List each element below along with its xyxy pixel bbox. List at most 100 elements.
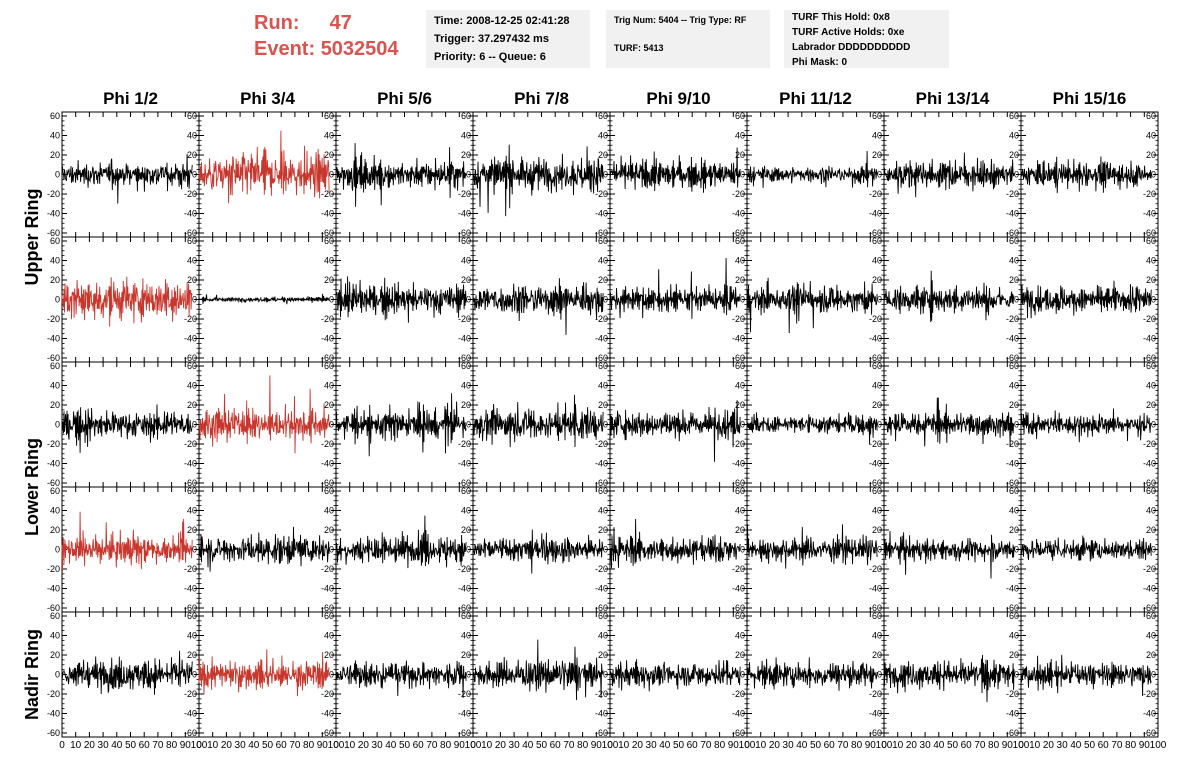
- y-tick-label-right: 40: [461, 381, 471, 391]
- y-tick-label-right: 60: [187, 236, 197, 246]
- y-tick-label-right: 60: [735, 486, 745, 496]
- y-tick-label-left: 60: [50, 486, 60, 496]
- x-tick-label: 100: [328, 740, 345, 751]
- y-tick-label-right: -60: [1143, 603, 1156, 613]
- y-tick-label-right: 60: [1009, 611, 1019, 621]
- y-tick-label-right: 20: [735, 400, 745, 410]
- x-tick-label: 70: [700, 740, 712, 751]
- y-tick-label-right: -20: [1143, 564, 1156, 574]
- y-tick-label-right: 0: [466, 420, 471, 430]
- x-tick-label: 100: [465, 740, 482, 751]
- y-tick-label-right: 0: [603, 420, 608, 430]
- y-tick-label-right: 20: [1146, 150, 1156, 160]
- y-tick-label-left: -20: [47, 189, 60, 199]
- y-tick-label-right: -40: [321, 334, 334, 344]
- y-tick-label-right: -20: [869, 314, 882, 324]
- x-tick-label: 10: [892, 740, 904, 751]
- x-tick-label: 20: [769, 740, 781, 751]
- y-tick-label-right: -60: [1143, 353, 1156, 363]
- y-tick-label-right: 60: [187, 111, 197, 121]
- event-value: 5032504: [320, 38, 399, 60]
- x-tick-label: 70: [1111, 740, 1123, 751]
- x-tick-label: 60: [550, 740, 562, 751]
- y-tick-label-right: 60: [187, 486, 197, 496]
- y-tick-label-right: -60: [458, 228, 471, 238]
- y-tick-label-right: 0: [603, 545, 608, 555]
- waveform-trace-r4-c3: [335, 515, 467, 569]
- y-tick-label-right: 60: [1146, 611, 1156, 621]
- y-tick-label-right: -40: [732, 334, 745, 344]
- y-tick-label-right: -40: [1143, 459, 1156, 469]
- y-tick-label-right: 20: [1009, 525, 1019, 535]
- waveform-trace-r4-c8: [1020, 535, 1152, 562]
- y-tick-label-left: 60: [50, 361, 60, 371]
- y-tick-label-right: 0: [740, 545, 745, 555]
- y-tick-label-right: -40: [1006, 709, 1019, 719]
- y-tick-label-left: 20: [50, 150, 60, 160]
- y-tick-label-right: 40: [598, 131, 608, 141]
- y-tick-label-right: -40: [458, 334, 471, 344]
- y-tick-label-right: -20: [321, 314, 334, 324]
- x-tick-label: 40: [111, 740, 123, 751]
- y-tick-label-right: -60: [184, 603, 197, 613]
- waveform-trace-r2-c7: [883, 270, 1015, 323]
- y-tick-label-right: -60: [869, 228, 882, 238]
- x-tick-label: 60: [687, 740, 699, 751]
- waveform-trace-r5-c6: [746, 657, 878, 691]
- y-tick-label-right: 20: [461, 400, 471, 410]
- x-tick-label: 80: [166, 740, 178, 751]
- x-tick-label: 100: [191, 740, 208, 751]
- y-tick-label-right: 40: [872, 131, 882, 141]
- x-tick-label: 90: [1139, 740, 1151, 751]
- x-tick-label: 20: [495, 740, 507, 751]
- x-tick-label: 10: [344, 740, 356, 751]
- y-tick-label-right: 60: [735, 236, 745, 246]
- y-tick-label-right: 0: [740, 170, 745, 180]
- y-tick-label-right: 20: [461, 525, 471, 535]
- x-tick-label: 50: [262, 740, 274, 751]
- waveform-trace-r3-c2: [198, 375, 330, 454]
- x-tick-label: 30: [372, 740, 384, 751]
- x-tick-label: 100: [602, 740, 619, 751]
- y-tick-label-right: -60: [321, 603, 334, 613]
- waveform-trace-r4-c6: [746, 524, 878, 569]
- priority-text: Priority: 6 -- Queue: 6: [434, 51, 546, 63]
- x-tick-label: 0: [744, 740, 750, 751]
- y-tick-label-right: 20: [872, 650, 882, 660]
- column-title-4: Phi 7/8: [514, 89, 569, 108]
- y-tick-label-right: -20: [595, 564, 608, 574]
- y-tick-label-right: -20: [869, 564, 882, 574]
- y-tick-label-right: 60: [461, 611, 471, 621]
- y-tick-label-right: -40: [595, 209, 608, 219]
- y-tick-label-right: -60: [321, 478, 334, 488]
- trig-num-text: Trig Num: 5404 -- Trig Type: RF: [614, 15, 747, 25]
- y-tick-label-right: -40: [184, 334, 197, 344]
- x-tick-label: 60: [276, 740, 288, 751]
- y-tick-label-right: -20: [869, 439, 882, 449]
- y-tick-label-right: 40: [735, 131, 745, 141]
- y-tick-label-left: -40: [47, 334, 60, 344]
- x-tick-label: 70: [426, 740, 438, 751]
- waveform-trace-r3-c3: [335, 393, 467, 457]
- run-event-header: Run: 47 Event: 5032504: [254, 10, 399, 62]
- y-tick-label-right: 40: [1009, 131, 1019, 141]
- waveform-trace-r2-c4: [472, 278, 604, 335]
- y-tick-label-left: -60: [47, 728, 60, 738]
- y-tick-label-right: 20: [1146, 525, 1156, 535]
- y-tick-label-right: 0: [877, 670, 882, 680]
- y-tick-label-right: -60: [321, 353, 334, 363]
- x-tick-label: 90: [728, 740, 740, 751]
- y-tick-label-right: 60: [461, 111, 471, 121]
- y-tick-label-right: -40: [869, 584, 882, 594]
- y-tick-label-right: 20: [461, 650, 471, 660]
- y-tick-label-right: 40: [735, 631, 745, 641]
- x-tick-label: 90: [454, 740, 466, 751]
- x-tick-label: 60: [961, 740, 973, 751]
- y-tick-label-right: 40: [872, 381, 882, 391]
- y-tick-label-left: 20: [50, 525, 60, 535]
- x-tick-label: 20: [84, 740, 96, 751]
- y-tick-label-right: 40: [324, 131, 334, 141]
- y-tick-label-right: -60: [595, 603, 608, 613]
- y-tick-label-left: -40: [47, 709, 60, 719]
- y-tick-label-right: 40: [1146, 631, 1156, 641]
